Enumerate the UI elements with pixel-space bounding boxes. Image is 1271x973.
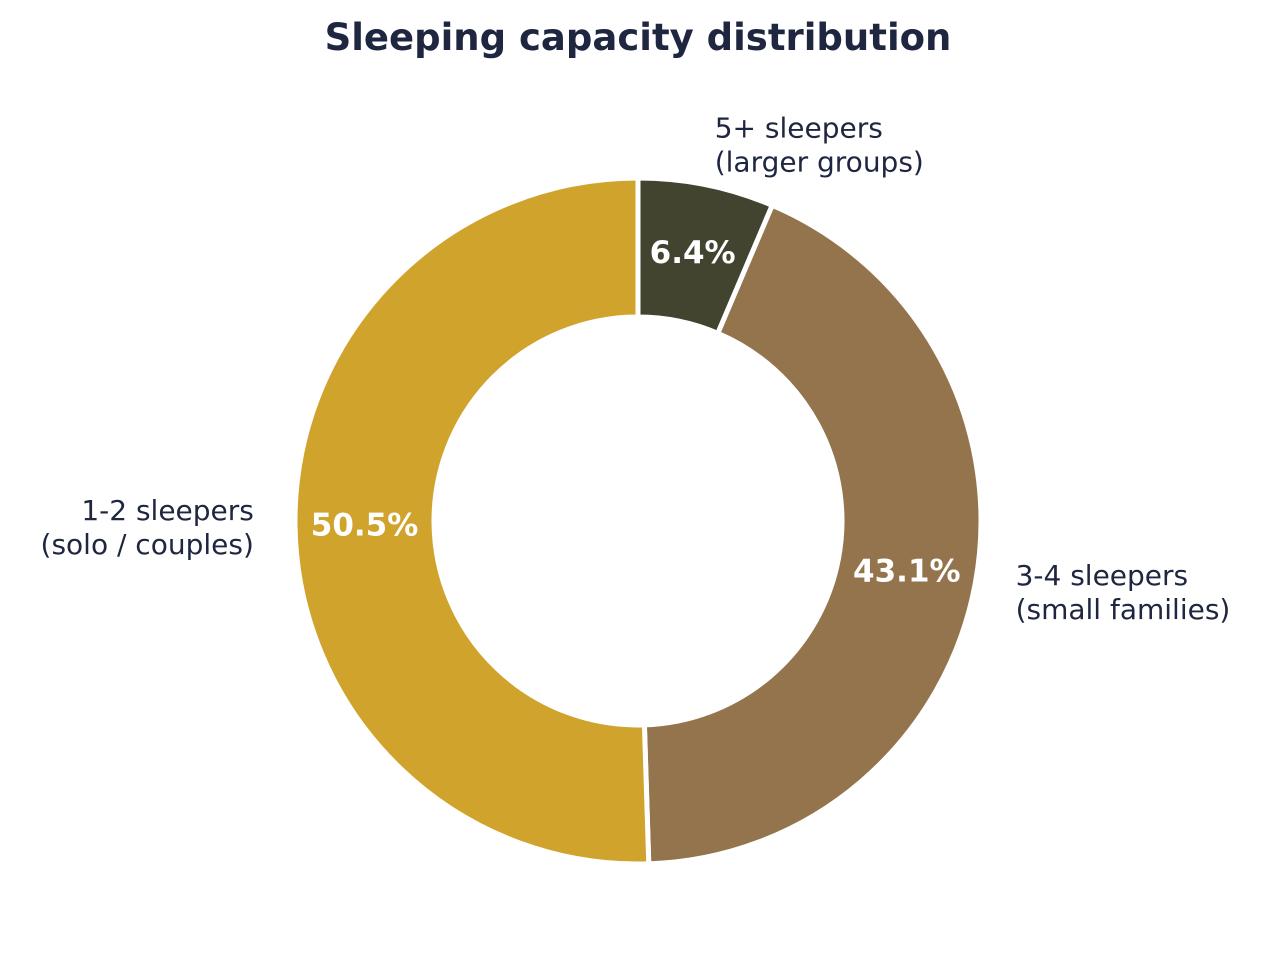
donut-slices	[292, 175, 984, 867]
category-label-line: 3-4 sleepers	[1016, 559, 1189, 592]
category-label: 1-2 sleepers (solo / couples)	[41, 494, 254, 561]
category-label: 5+ sleepers (larger groups)	[715, 112, 924, 179]
category-label-line: 5+ sleepers	[715, 112, 883, 145]
percent-label: 50.5%	[311, 507, 419, 543]
category-label-line: 1-2 sleepers	[81, 494, 254, 527]
percent-label: 6.4%	[650, 235, 736, 271]
donut-slice	[641, 202, 984, 867]
category-label-line: (small families)	[1016, 593, 1231, 626]
category-label-line: (larger groups)	[715, 146, 924, 179]
percent-labels: 6.4% 43.1% 50.5%	[311, 235, 961, 589]
chart-title: Sleeping capacity distribution	[325, 16, 952, 59]
category-label-line: (solo / couples)	[41, 528, 254, 561]
donut-slice	[292, 175, 652, 867]
category-label: 3-4 sleepers (small families)	[1016, 559, 1231, 626]
category-labels: 5+ sleepers (larger groups)3-4 sleepers (s…	[41, 112, 1231, 626]
percent-label: 43.1%	[853, 553, 961, 589]
